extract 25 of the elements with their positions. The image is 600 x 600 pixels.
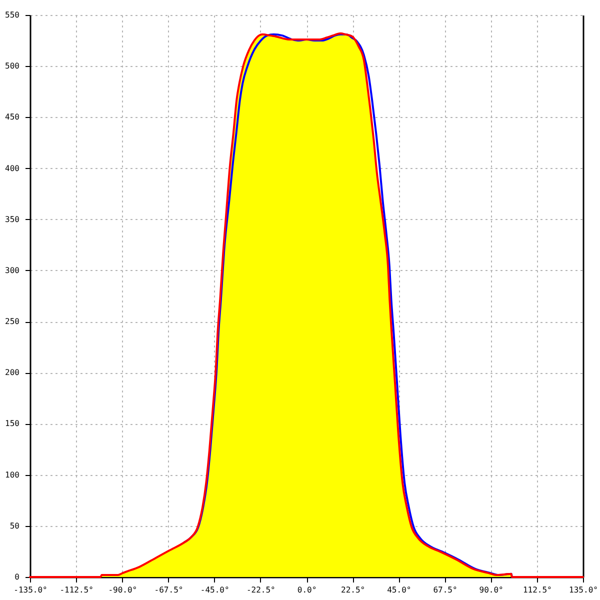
- y-tick-label: 550: [5, 10, 20, 20]
- x-tick-label: 22.5°: [341, 586, 366, 594]
- y-tick-label: 400: [5, 164, 20, 173]
- x-tick-label: 135.0°: [569, 586, 598, 594]
- y-tick-label: 250: [5, 317, 20, 326]
- y-tick-label: 50: [10, 521, 20, 530]
- x-tick-label: 112.5°: [522, 586, 552, 594]
- y-tick-label: 150: [5, 419, 20, 428]
- x-tick-label: -22.5°: [246, 586, 276, 594]
- y-tick-label: 0: [14, 572, 20, 582]
- x-tick-label: -45.0°: [200, 586, 230, 594]
- x-tick-label: -67.5°: [154, 586, 184, 594]
- x-tick-label: -90.0°: [108, 586, 138, 594]
- x-tick-label: -112.5°: [60, 586, 94, 594]
- y-tick-label: 500: [5, 62, 20, 71]
- x-tick-label: -135.0°: [14, 586, 48, 594]
- y-tick-label: 300: [5, 266, 20, 275]
- y-tick-label: 100: [5, 470, 20, 480]
- x-tick-label: 45.0°: [387, 586, 412, 594]
- y-tick-label: 200: [5, 368, 20, 378]
- y-tick-label: 450: [5, 112, 20, 122]
- y-tick-label: 350: [5, 214, 20, 224]
- x-tick-label: 67.5°: [433, 586, 458, 594]
- x-tick-label: 0.0°: [297, 586, 317, 594]
- x-tick-label: 90.0°: [479, 586, 504, 594]
